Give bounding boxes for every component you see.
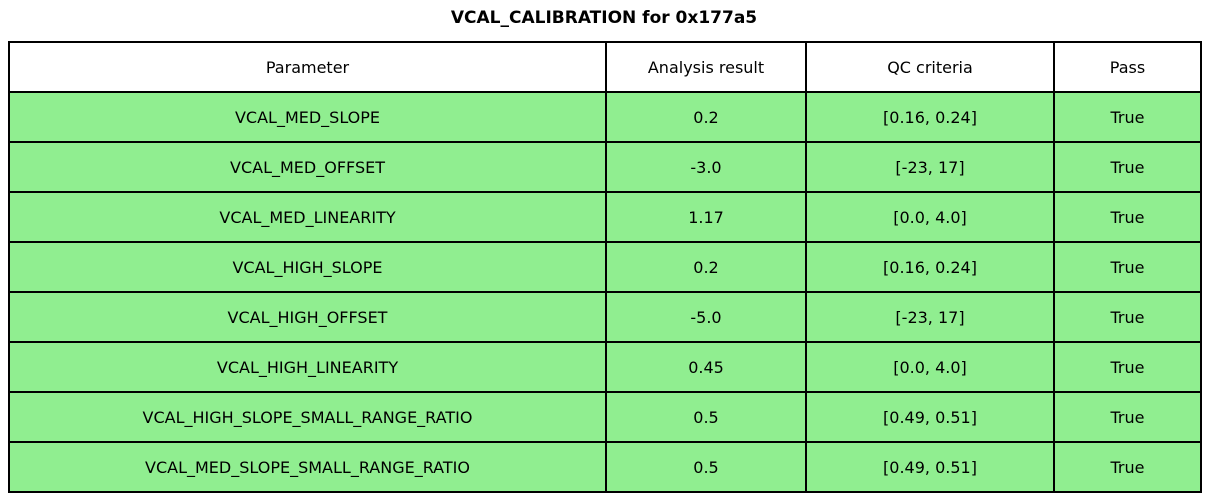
cell-qc-criteria: [0.0, 4.0] <box>805 341 1055 393</box>
table-row: VCAL_MED_OFFSET -3.0 [-23, 17] True <box>8 141 1202 193</box>
table-row: VCAL_MED_SLOPE 0.2 [0.16, 0.24] True <box>8 91 1202 143</box>
table-row: VCAL_HIGH_SLOPE_SMALL_RANGE_RATIO 0.5 [0.4… <box>8 391 1202 443</box>
cell-pass: True <box>1053 141 1202 193</box>
cell-qc-criteria: [0.49, 0.51] <box>805 441 1055 493</box>
cell-parameter: VCAL_MED_OFFSET <box>8 141 607 193</box>
cell-parameter: VCAL_MED_SLOPE <box>8 91 607 143</box>
cell-parameter: VCAL_MED_SLOPE_SMALL_RANGE_RATIO <box>8 441 607 493</box>
cell-analysis-result: 1.17 <box>605 191 807 243</box>
cell-pass: True <box>1053 441 1202 493</box>
cell-qc-criteria: [-23, 17] <box>805 291 1055 343</box>
cell-pass: True <box>1053 191 1202 243</box>
table-row: VCAL_HIGH_OFFSET -5.0 [-23, 17] True <box>8 291 1202 343</box>
cell-qc-criteria: [0.16, 0.24] <box>805 91 1055 143</box>
col-header-analysis-result: Analysis result <box>605 41 807 93</box>
cell-parameter: VCAL_HIGH_SLOPE <box>8 241 607 293</box>
cell-qc-criteria: [0.0, 4.0] <box>805 191 1055 243</box>
col-header-pass: Pass <box>1053 41 1202 93</box>
cell-analysis-result: -3.0 <box>605 141 807 193</box>
cell-qc-criteria: [0.16, 0.24] <box>805 241 1055 293</box>
chart-title: VCAL_CALIBRATION for 0x177a5 <box>450 8 758 28</box>
cell-analysis-result: 0.2 <box>605 241 807 293</box>
cell-parameter: VCAL_MED_LINEARITY <box>8 191 607 243</box>
cell-pass: True <box>1053 391 1202 443</box>
cell-analysis-result: 0.2 <box>605 91 807 143</box>
col-header-qc-criteria: QC criteria <box>805 41 1055 93</box>
cell-qc-criteria: [0.49, 0.51] <box>805 391 1055 443</box>
qc-results-table: Parameter Analysis result QC criteria Pa… <box>8 41 1202 493</box>
cell-parameter: VCAL_HIGH_LINEARITY <box>8 341 607 393</box>
cell-parameter: VCAL_HIGH_OFFSET <box>8 291 607 343</box>
cell-pass: True <box>1053 341 1202 393</box>
table-row: VCAL_MED_SLOPE_SMALL_RANGE_RATIO 0.5 [0.49… <box>8 441 1202 493</box>
cell-analysis-result: 0.45 <box>605 341 807 393</box>
table-row: VCAL_HIGH_LINEARITY 0.45 [0.0, 4.0] True <box>8 341 1202 393</box>
cell-qc-criteria: [-23, 17] <box>805 141 1055 193</box>
cell-analysis-result: -5.0 <box>605 291 807 343</box>
header-row: Parameter Analysis result QC criteria Pa… <box>8 41 1202 93</box>
cell-pass: True <box>1053 291 1202 343</box>
cell-analysis-result: 0.5 <box>605 391 807 443</box>
cell-pass: True <box>1053 91 1202 143</box>
cell-pass: True <box>1053 241 1202 293</box>
table-row: VCAL_HIGH_SLOPE 0.2 [0.16, 0.24] True <box>8 241 1202 293</box>
cell-analysis-result: 0.5 <box>605 441 807 493</box>
cell-parameter: VCAL_HIGH_SLOPE_SMALL_RANGE_RATIO <box>8 391 607 443</box>
table-body: VCAL_MED_SLOPE 0.2 [0.16, 0.24] True VCAL_ME… <box>8 91 1202 493</box>
col-header-parameter: Parameter <box>8 41 607 93</box>
table-row: VCAL_MED_LINEARITY 1.17 [0.0, 4.0] True <box>8 191 1202 243</box>
